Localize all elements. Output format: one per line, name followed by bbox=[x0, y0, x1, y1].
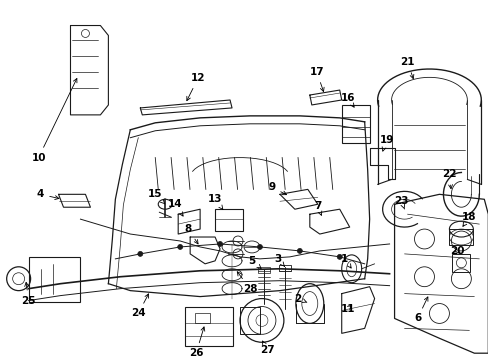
Text: 9: 9 bbox=[268, 183, 286, 195]
Text: 25: 25 bbox=[21, 282, 36, 306]
Text: 19: 19 bbox=[379, 135, 393, 151]
Ellipse shape bbox=[337, 255, 342, 259]
Bar bbox=[195, 314, 210, 323]
Text: 10: 10 bbox=[31, 78, 77, 163]
Bar bbox=[341, 105, 369, 143]
Bar bbox=[448, 229, 472, 245]
Ellipse shape bbox=[257, 244, 262, 249]
Text: 27: 27 bbox=[260, 341, 275, 355]
Text: 24: 24 bbox=[131, 294, 148, 319]
Text: 12: 12 bbox=[186, 73, 205, 101]
Text: 3: 3 bbox=[274, 254, 284, 266]
Bar bbox=[451, 254, 469, 272]
Bar bbox=[215, 209, 243, 231]
Text: 18: 18 bbox=[461, 212, 476, 226]
Bar bbox=[29, 257, 81, 302]
Ellipse shape bbox=[177, 244, 183, 249]
Text: 23: 23 bbox=[393, 196, 408, 209]
Text: 16: 16 bbox=[340, 93, 354, 107]
Bar bbox=[278, 265, 290, 271]
Ellipse shape bbox=[297, 248, 302, 253]
Text: 4: 4 bbox=[37, 189, 59, 199]
Text: 2: 2 bbox=[294, 293, 306, 303]
Text: 22: 22 bbox=[441, 170, 456, 189]
Bar bbox=[240, 306, 260, 334]
Text: 17: 17 bbox=[309, 67, 324, 91]
Text: 11: 11 bbox=[340, 303, 354, 314]
Text: 8: 8 bbox=[184, 224, 198, 244]
Text: 26: 26 bbox=[188, 327, 204, 358]
Text: 7: 7 bbox=[313, 201, 321, 215]
Bar bbox=[185, 306, 233, 346]
Bar bbox=[258, 267, 269, 273]
Text: 15: 15 bbox=[148, 189, 165, 204]
Ellipse shape bbox=[138, 251, 142, 256]
Text: 20: 20 bbox=[449, 246, 464, 256]
Text: 14: 14 bbox=[167, 199, 183, 216]
Text: 6: 6 bbox=[413, 297, 427, 323]
Text: 1: 1 bbox=[341, 254, 350, 268]
Text: 13: 13 bbox=[207, 194, 223, 210]
Text: 28: 28 bbox=[237, 272, 257, 294]
Text: 21: 21 bbox=[400, 57, 414, 78]
Ellipse shape bbox=[217, 242, 222, 247]
Text: 5: 5 bbox=[248, 256, 261, 269]
